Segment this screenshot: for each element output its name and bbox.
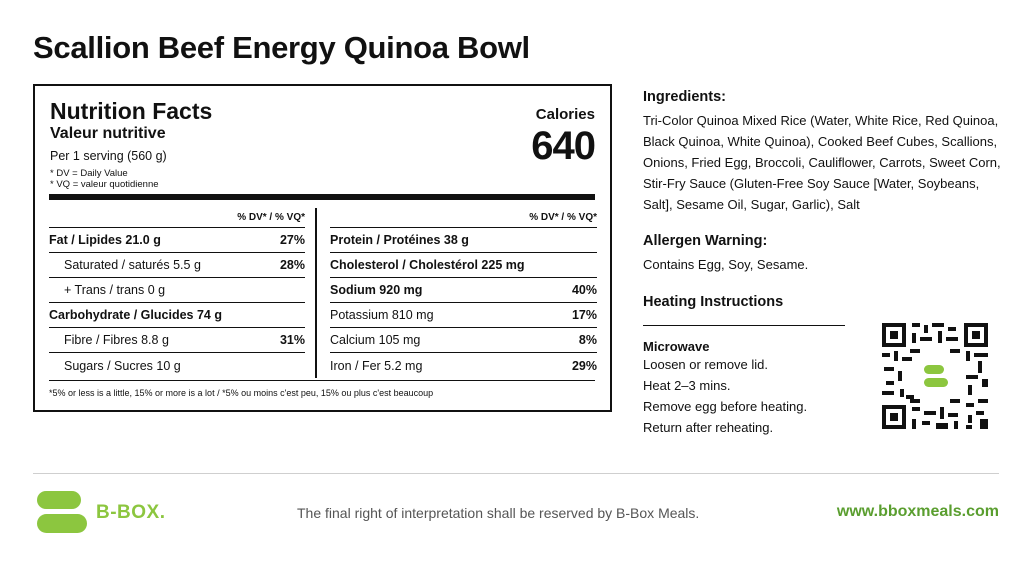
heating-step: Loosen or remove lid. [643,357,769,372]
allergen-heading: Allergen Warning: [643,233,768,249]
nutrient-dv: 17% [571,308,597,322]
nutrient-label: + Trans / trans 0 g [64,283,166,297]
nutrient-label: Iron / Fer 5.2 mg [330,358,423,373]
allergen-section: Allergen Warning: Contains Egg, Soy, Ses… [643,233,1003,275]
nutrient-label: Sodium 920 mg [330,283,423,297]
nutrient-label: Sugars / Sucres 10 g [64,358,181,373]
allergen-text: Contains Egg, Soy, Sesame. [643,257,809,272]
qr-code-icon[interactable] [882,323,988,429]
calories-label: Calories [535,106,595,123]
nutrient-dv: 40% [571,283,597,297]
ingredients-heading: Ingredients: [643,89,726,105]
nutrients-right-column: % DV* / % VQ* Protein / Protéines 38 g C… [330,208,597,378]
nutrient-label: Carbohydrate / Glucides 74 g [49,308,222,322]
heating-divider [643,325,845,326]
nutrition-facts-title: Nutrition Facts [50,98,213,124]
thick-divider [49,194,595,200]
heating-step: Heat 2–3 mins. [643,378,731,393]
nutrient-row: Sodium 920 mg 40% [330,278,597,303]
heating-section: Microwave Loosen or remove lid. Heat 2–3… [643,339,1003,438]
logo-text: B-BOX. [96,502,166,523]
website-link[interactable]: www.bboxmeals.com [836,503,999,520]
nutrient-row: + Trans / trans 0 g [49,278,305,303]
page-title: Scallion Beef Energy Quinoa Bowl [33,30,530,65]
column-divider [315,208,317,378]
nutrient-dv: 8% [578,333,597,347]
footer-divider [33,473,999,474]
nutrient-row: Iron / Fer 5.2 mg 29% [330,353,597,378]
nutrients-left-column: % DV* / % VQ* Fat / Lipides 21.0 g 27% S… [49,208,305,378]
heating-heading-wrap: Heating Instructions [643,294,1003,310]
bbox-logo-icon [37,491,87,533]
disclaimer: The final right of interpretation shall … [297,505,700,521]
calories-value: 640 [531,124,596,168]
nutrient-label: Calcium 105 mg [330,333,421,347]
nutrition-facts-panel: Nutrition Facts Valeur nutritive Per 1 s… [33,84,612,412]
nutrient-row: Sugars / Sucres 10 g [49,353,305,378]
nutrient-label: Fibre / Fibres 8.8 g [64,333,169,347]
heating-method: Microwave [643,339,710,354]
dv-header-right: % DV* / % VQ* [330,208,597,228]
dv-note: * DV = Daily Value [50,168,128,179]
dv-footnote: *5% or less is a little, 15% or more is … [49,388,434,398]
ingredients-section: Ingredients: Tri-Color Quinoa Mixed Rice… [643,89,1003,215]
nutrient-dv: 27% [279,233,305,247]
nutrient-row: Fat / Lipides 21.0 g 27% [49,228,305,253]
nutrient-row: Potassium 810 mg 17% [330,303,597,328]
nutrient-label: Cholesterol / Cholestérol 225 mg [330,258,525,272]
dv-header-left: % DV* / % VQ* [49,208,305,228]
nutrient-row: Fibre / Fibres 8.8 g 31% [49,328,305,353]
nutrient-label: Protein / Protéines 38 g [330,233,469,247]
nutrient-label: Potassium 810 mg [330,308,434,322]
vq-note: * VQ = valeur quotidienne [50,179,159,190]
nutrient-row: Saturated / saturés 5.5 g 28% [49,253,305,278]
nutrient-dv: 31% [279,333,305,347]
nutrient-dv: 28% [279,258,305,272]
nutrient-row: Carbohydrate / Glucides 74 g [49,303,305,328]
ingredients-text: Tri-Color Quinoa Mixed Rice (Water, Whit… [643,113,1001,212]
nutrient-label: Fat / Lipides 21.0 g [49,233,161,247]
nutrient-label: Saturated / saturés 5.5 g [64,258,201,272]
footnote-divider [49,380,595,381]
serving-size: Per 1 serving (560 g) [50,149,167,163]
nutrient-dv: 29% [571,358,597,373]
nutrient-row: Cholesterol / Cholestérol 225 mg [330,253,597,278]
nutrition-facts-title-fr: Valeur nutritive [50,125,166,142]
nutrient-row: Protein / Protéines 38 g [330,228,597,253]
nutrient-row: Calcium 105 mg 8% [330,328,597,353]
heating-heading: Heating Instructions [643,294,784,310]
heating-step: Return after reheating. [643,420,774,435]
heating-step: Remove egg before heating. [643,399,808,414]
